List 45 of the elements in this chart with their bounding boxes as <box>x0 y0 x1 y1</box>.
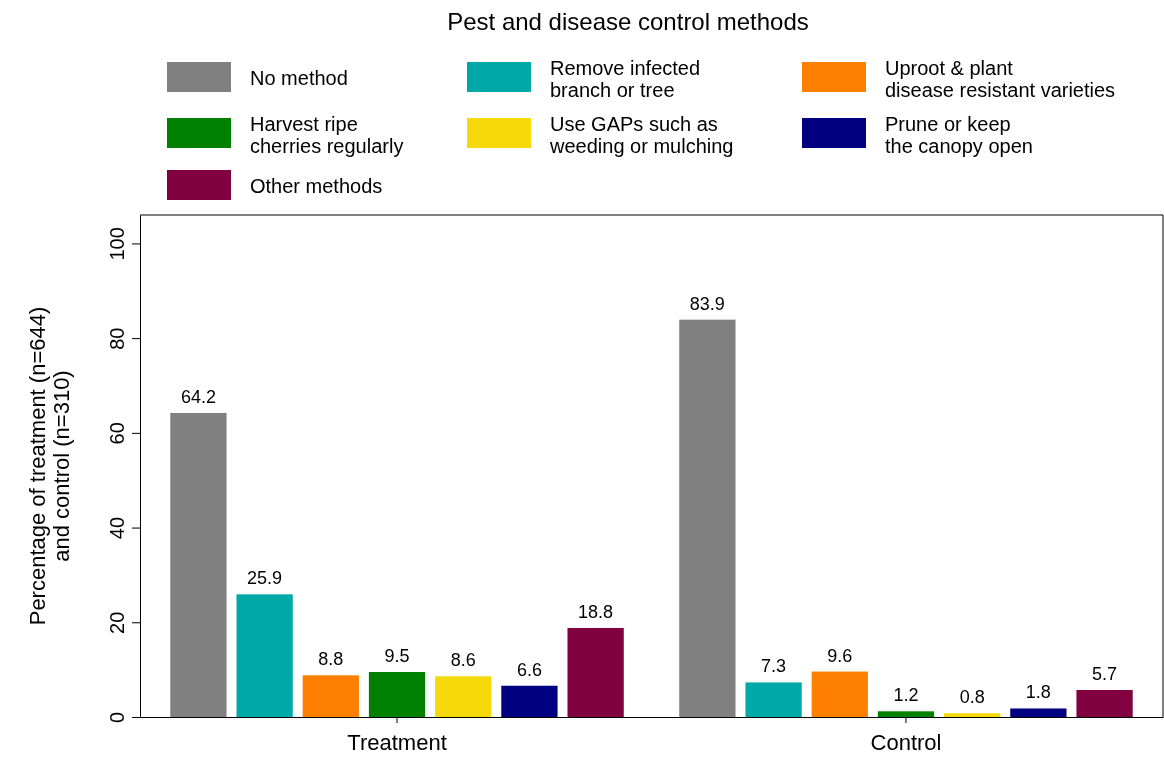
bar <box>1010 708 1067 717</box>
y-tick-label: 100 <box>106 227 128 261</box>
chart-title: Pest and disease control methods <box>447 8 809 35</box>
legend-label: Harvest ripe cherries regularly <box>250 113 404 157</box>
y-tick-label: 80 <box>106 327 128 350</box>
bar <box>745 682 802 717</box>
bar <box>368 672 426 717</box>
data-label: 8.6 <box>450 650 476 671</box>
bar <box>567 627 624 717</box>
data-label: 7.3 <box>761 656 787 677</box>
data-label: 9.6 <box>827 645 853 666</box>
y-tick-label: 20 <box>106 611 128 634</box>
bar <box>302 675 359 717</box>
y-tick-label: 60 <box>106 422 128 445</box>
data-label: 25.9 <box>247 568 283 589</box>
legend-label: Other methods <box>250 175 383 197</box>
bar <box>944 713 1001 717</box>
legend-label: Prune or keep the canopy open <box>885 113 1033 157</box>
data-label: 9.5 <box>384 646 410 667</box>
data-label: 1.8 <box>1025 682 1051 703</box>
y-axis-title: Percentage of treatment (n=644) and control (n=310) <box>25 306 74 626</box>
bar <box>811 671 868 717</box>
bar <box>877 711 935 717</box>
x-tick-label: Control <box>870 730 942 756</box>
legend-label: No method <box>250 67 348 89</box>
legend-label: Remove infected branch or tree <box>550 57 701 101</box>
legend-label: Use GAPs such as weeding or mulching <box>549 113 734 157</box>
bar <box>435 676 492 717</box>
bar <box>170 412 227 717</box>
y-tick-label: 0 <box>106 711 128 724</box>
bar <box>501 685 558 717</box>
y-tick-label: 40 <box>106 516 128 540</box>
data-label: 0.8 <box>959 687 985 708</box>
data-label: 6.6 <box>516 659 542 680</box>
data-label: 83.9 <box>689 293 725 314</box>
data-label: 5.7 <box>1092 664 1118 685</box>
bar <box>679 319 736 717</box>
data-label: 18.8 <box>578 601 614 622</box>
data-label: 64.2 <box>180 386 216 407</box>
legend-label: Uproot & plant disease resistant varieties <box>885 57 1116 101</box>
data-label: 8.8 <box>318 649 344 670</box>
bar <box>1076 690 1133 717</box>
x-tick-label: Treatment <box>347 730 447 756</box>
bar <box>236 594 293 717</box>
data-label: 1.2 <box>893 685 919 706</box>
